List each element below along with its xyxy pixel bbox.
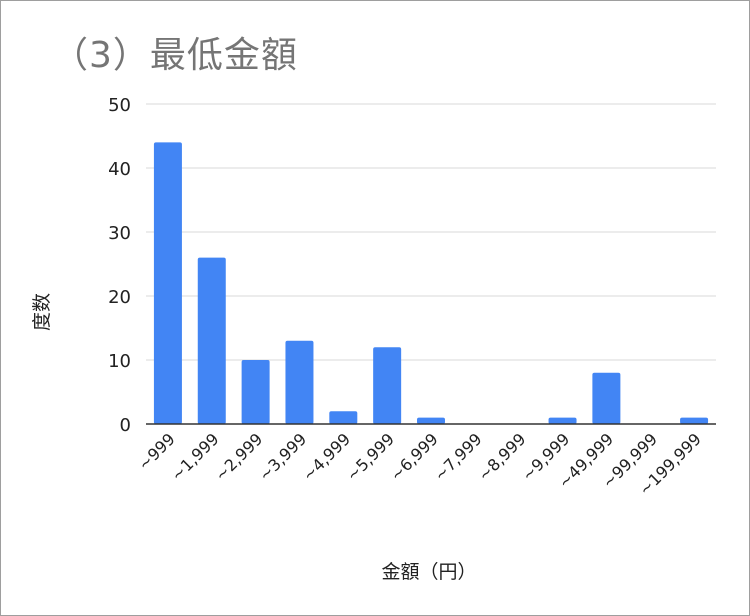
x-tick-label: ~5,999 <box>343 429 398 484</box>
y-tick-label: 30 <box>108 223 131 244</box>
y-tick-labels: 0 10 20 30 40 50 <box>108 95 131 436</box>
x-axis-label: 金額（円） <box>381 561 476 583</box>
chart-title: （3）最低金額 <box>52 35 298 76</box>
y-axis-label: 度数 <box>31 293 53 331</box>
y-tick-label: 40 <box>108 159 131 180</box>
x-tick-label: ~8,999 <box>474 429 529 484</box>
x-tick-label: ~2,999 <box>211 429 266 484</box>
x-tick-label: ~3,999 <box>255 429 310 484</box>
bars <box>153 142 709 424</box>
y-tick-label: 50 <box>108 95 131 116</box>
x-tick-label: ~1,999 <box>167 429 222 484</box>
bar <box>592 372 621 424</box>
bar <box>197 257 226 424</box>
bar <box>329 411 358 424</box>
bar <box>153 142 182 424</box>
bar <box>373 347 402 424</box>
bar <box>285 340 314 424</box>
x-tick-label: ~7,999 <box>430 429 485 484</box>
x-tick-label: ~6,999 <box>387 429 442 484</box>
bar <box>417 417 445 424</box>
bar <box>241 360 270 424</box>
grid-lines <box>146 103 716 361</box>
y-tick-label: 20 <box>108 287 131 308</box>
x-tick-labels: ~999~1,999~2,999~3,999~4,999~5,999~6,999… <box>134 429 705 499</box>
bar <box>548 417 577 424</box>
bar <box>680 417 709 424</box>
y-tick-label: 0 <box>120 415 131 436</box>
y-tick-label: 10 <box>108 351 131 372</box>
x-tick-label: ~4,999 <box>299 429 354 484</box>
